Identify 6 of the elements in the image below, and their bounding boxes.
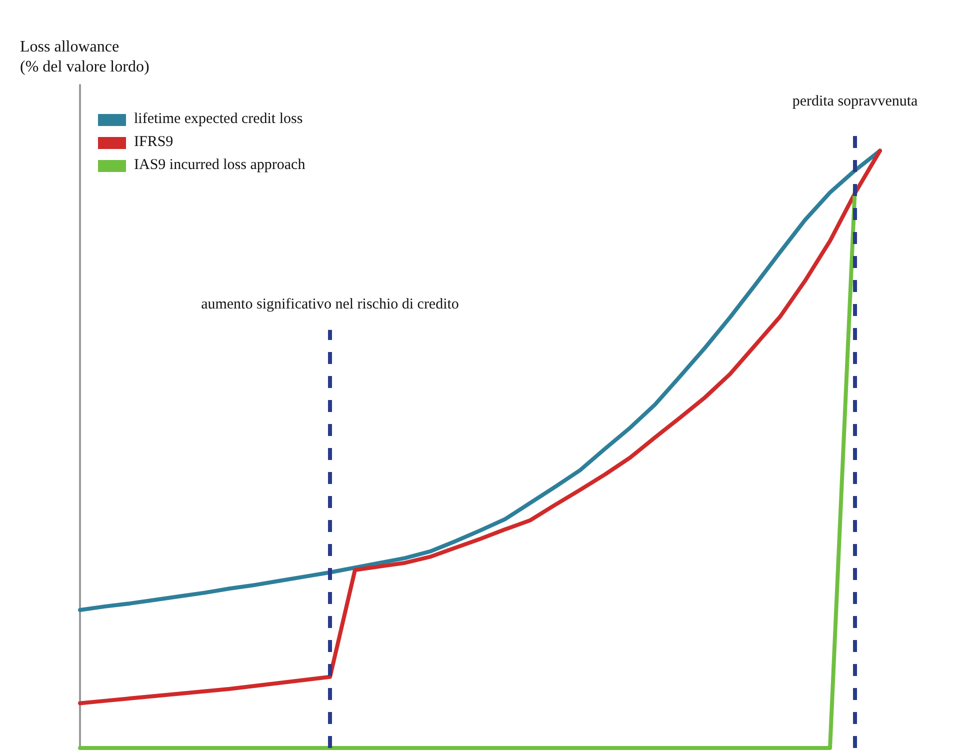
annotation: aumento significativo nel rischio di credito [201, 296, 459, 312]
legend-label: IAS9 incurred loss approach [134, 157, 306, 174]
legend-label: lifetime expected credit loss [134, 111, 303, 128]
legend-label: IFRS9 [134, 134, 174, 151]
text: perdita sopravvenuta [792, 93, 918, 110]
y-axis-title: Loss allowance (% del valore lordo) [20, 38, 150, 76]
